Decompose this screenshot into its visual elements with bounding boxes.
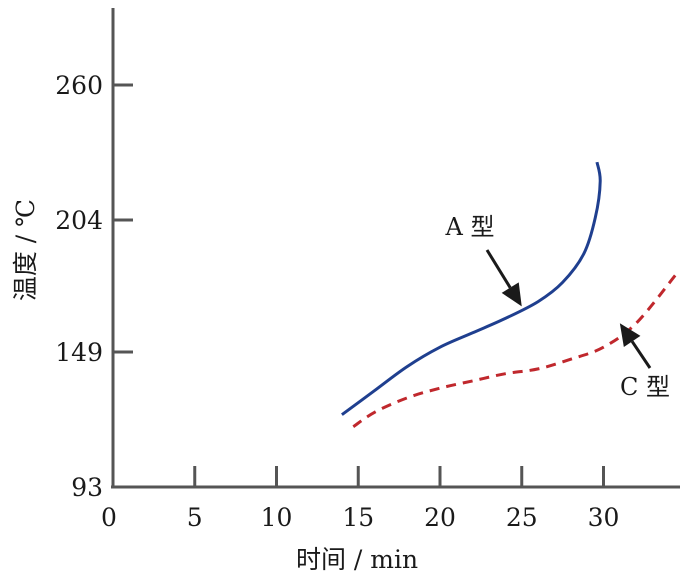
y-axis-title: 温度 / ℃ bbox=[11, 199, 40, 301]
axes bbox=[111, 8, 680, 489]
y-tick-label: 204 bbox=[55, 206, 103, 235]
x-tick-label: 5 bbox=[187, 503, 203, 532]
annotation-arrow-shaft bbox=[485, 249, 512, 289]
x-tick-label: 25 bbox=[506, 503, 538, 532]
y-tick-label: 93 bbox=[71, 473, 103, 502]
series-layer bbox=[341, 161, 677, 428]
x-tick-label: 10 bbox=[261, 503, 293, 532]
series-line-c bbox=[352, 274, 677, 428]
annotation-label: A 型 bbox=[445, 213, 495, 241]
annotation-label: C 型 bbox=[620, 373, 670, 401]
y-tick-label: 149 bbox=[55, 338, 103, 367]
y-ticks: 93 149 204 260 bbox=[55, 71, 133, 502]
x-tick-label: 30 bbox=[588, 503, 620, 532]
annotation-arrow-head bbox=[619, 323, 641, 348]
annotation-arrow-shaft bbox=[630, 340, 652, 369]
x-ticks: 0 5 10 15 20 25 30 bbox=[101, 466, 619, 532]
x-axis-title: 时间 / min bbox=[296, 545, 418, 574]
annotation-layer: A 型 C 型 bbox=[445, 213, 670, 401]
y-tick-label: 260 bbox=[55, 71, 103, 100]
series-line-a bbox=[341, 161, 602, 416]
x-tick-label: 20 bbox=[424, 503, 456, 532]
x-tick-label: 15 bbox=[342, 503, 374, 532]
annotation-arrow-head bbox=[501, 282, 522, 307]
x-tick-label: 0 bbox=[101, 503, 117, 532]
